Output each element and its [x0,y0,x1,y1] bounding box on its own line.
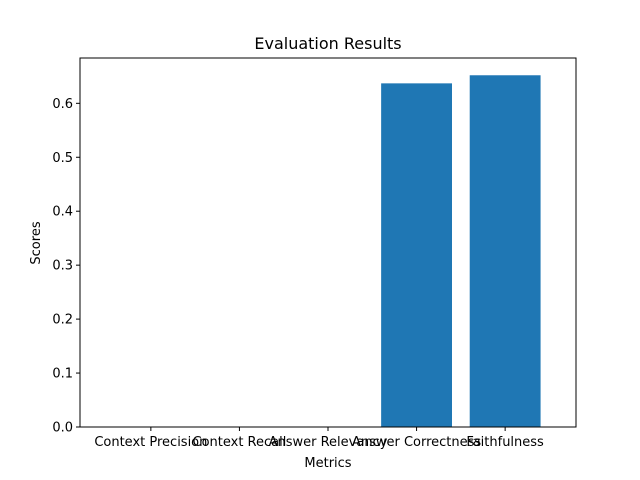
y-tick-label: 0.4 [52,205,73,220]
chart-title: Evaluation Results [254,34,401,53]
y-tick-label: 0.1 [52,367,73,382]
y-tick-label: 0.2 [52,313,73,328]
bar [469,75,541,428]
x-tick-label: Answer Relevancy [269,435,388,450]
bar [381,83,452,428]
y-tick-label: 0.3 [52,259,73,274]
y-axis-label: Scores [29,221,44,264]
y-tick-label: 0.5 [52,151,73,166]
plot-area: 0.0 0.1 0.2 0.3 0.4 0.5 0.6 Context PrecisionCo… [52,57,577,450]
x-tick-label: Context Precision [94,435,207,450]
y-tick-label: 0.6 [52,97,73,112]
x-tick-label: Faithfulness [466,435,544,450]
x-axis-label: Metrics [304,456,351,471]
y-tick-label: 0.0 [52,421,73,436]
x-tick-label: Context Recall [193,435,287,450]
x-tick-label: Answer Correctness [352,435,481,450]
